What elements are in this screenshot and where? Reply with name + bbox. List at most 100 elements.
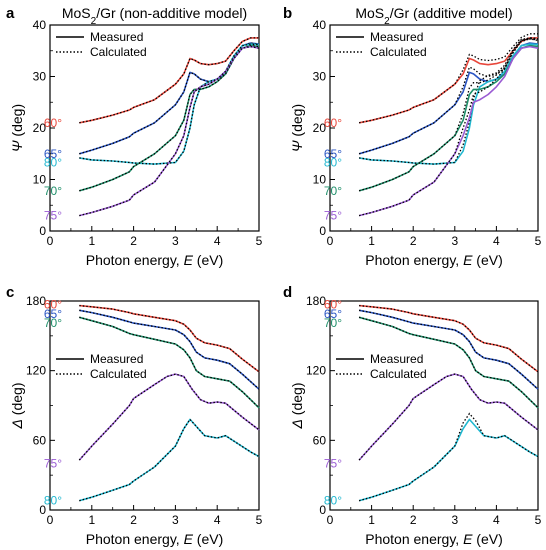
legend-label: Calculated — [90, 367, 147, 381]
x-tick-label: 0 — [327, 513, 334, 527]
x-tick-label: 1 — [88, 234, 95, 248]
series-measured-3 — [358, 373, 539, 461]
plot-title: MoS2/Gr (non-additive model) — [62, 5, 247, 27]
series-calculated-0 — [79, 37, 259, 124]
y-tick-label: 120 — [26, 364, 46, 378]
x-axis-label: Photon energy, E (eV) — [86, 531, 224, 547]
x-tick-label: 0 — [327, 234, 334, 248]
series-calculated-4 — [358, 412, 539, 502]
series-measured-3 — [358, 44, 539, 192]
panel-b: b MoS2/Gr (additive model) 0 1 2 3 4 5 0 10 20 30 40… — [283, 5, 542, 268]
series-measured-2 — [79, 316, 260, 409]
panel-letter: d — [283, 284, 292, 301]
series-calculated-3 — [358, 38, 539, 192]
series-calculated-2 — [358, 316, 539, 409]
x-tick-label: 1 — [88, 513, 95, 527]
x-tick-label: 4 — [493, 513, 500, 527]
y-tick-label: 120 — [306, 364, 326, 378]
y-tick-label: 0 — [39, 503, 46, 517]
angle-label: 80° — [44, 156, 62, 170]
series-calculated-1 — [79, 42, 260, 155]
series-calculated-1 — [358, 309, 539, 390]
series-measured-3 — [78, 373, 260, 461]
panel-d: d 0 1 2 3 4 5 0 60 120 180 Photon energy, E (eV) Δ (… — [283, 284, 542, 547]
y-tick-label: 40 — [313, 18, 327, 32]
x-tick-label: 3 — [451, 513, 458, 527]
x-axis-label: Photon energy, E (eV) — [365, 252, 503, 268]
angle-label: 65° — [44, 307, 62, 321]
angle-label: 70° — [44, 184, 62, 198]
angle-label: 60° — [44, 297, 62, 311]
angle-label: 60° — [324, 116, 342, 130]
plot-title: MoS2/Gr (additive model) — [355, 5, 512, 27]
y-tick-label: 180 — [306, 294, 326, 308]
x-tick-label: 2 — [410, 513, 417, 527]
legend-label: Calculated — [370, 45, 427, 59]
legend-label: Measured — [370, 30, 423, 44]
angle-label: 65° — [324, 307, 342, 321]
x-tick-label: 2 — [130, 234, 137, 248]
angle-label: 70° — [324, 316, 342, 330]
y-tick-label: 180 — [26, 294, 46, 308]
series-calculated-0 — [79, 304, 260, 373]
x-tick-label: 3 — [172, 234, 179, 248]
x-tick-label: 2 — [410, 234, 417, 248]
plot-frame — [49, 24, 260, 232]
x-tick-label: 3 — [172, 513, 179, 527]
y-axis-label: Ψ (deg) — [289, 104, 305, 152]
y-tick-label: 10 — [33, 173, 47, 187]
y-tick-label: 0 — [319, 503, 326, 517]
x-tick-label: 4 — [493, 234, 500, 248]
angle-label: 75° — [44, 209, 62, 223]
series-measured-2 — [79, 43, 260, 165]
series-calculated-3 — [79, 44, 260, 192]
series-calculated-3 — [358, 373, 539, 461]
y-axis-label: Δ (deg) — [9, 383, 25, 430]
x-tick-label: 1 — [368, 234, 375, 248]
y-tick-label: 0 — [319, 224, 326, 238]
x-axis-label: Photon energy, E (eV) — [86, 252, 224, 268]
y-tick-label: 60 — [313, 433, 327, 447]
y-tick-label: 30 — [33, 70, 47, 84]
y-axis-label: Δ (deg) — [289, 383, 305, 430]
x-tick-label: 0 — [47, 234, 54, 248]
plot-frame — [329, 24, 539, 232]
y-tick-label: 0 — [39, 224, 46, 238]
panel-letter: c — [6, 284, 14, 301]
series-measured-4 — [358, 45, 539, 217]
series-measured-4 — [79, 45, 260, 217]
series-calculated-4 — [358, 38, 539, 217]
angle-label: 75° — [44, 457, 62, 471]
y-tick-label: 20 — [33, 121, 47, 135]
angle-label: 75° — [324, 457, 342, 471]
angle-label: 80° — [324, 156, 342, 170]
x-tick-label: 4 — [214, 234, 221, 248]
panel-letter: a — [6, 5, 15, 22]
x-axis-label: Photon energy, E (eV) — [365, 531, 503, 547]
series-calculated-4 — [79, 45, 260, 217]
series-measured-3 — [79, 44, 260, 192]
series-measured-2 — [358, 43, 539, 165]
x-tick-label: 0 — [47, 513, 54, 527]
x-tick-label: 5 — [256, 234, 263, 248]
y-axis-label: Ψ (deg) — [9, 104, 25, 152]
angle-label: 80° — [324, 494, 342, 508]
angle-label: 75° — [324, 209, 342, 223]
legend-label: Measured — [90, 352, 143, 366]
angle-label: 60° — [324, 297, 342, 311]
angle-label: 70° — [44, 316, 62, 330]
x-tick-label: 5 — [535, 234, 542, 248]
angle-label: 65° — [324, 147, 342, 161]
series-calculated-4 — [79, 418, 260, 502]
y-tick-label: 10 — [313, 173, 327, 187]
panel-c: c 0 1 2 3 4 5 0 60 120 180 Photon energy, E (eV) Δ (… — [6, 284, 263, 547]
y-tick-label: 30 — [313, 70, 327, 84]
angle-label: 70° — [324, 184, 342, 198]
x-tick-label: 4 — [214, 513, 221, 527]
angle-label: 80° — [44, 494, 62, 508]
legend-label: Measured — [370, 352, 423, 366]
angle-label: 60° — [44, 116, 62, 130]
y-tick-label: 40 — [33, 18, 47, 32]
x-tick-label: 3 — [451, 234, 458, 248]
